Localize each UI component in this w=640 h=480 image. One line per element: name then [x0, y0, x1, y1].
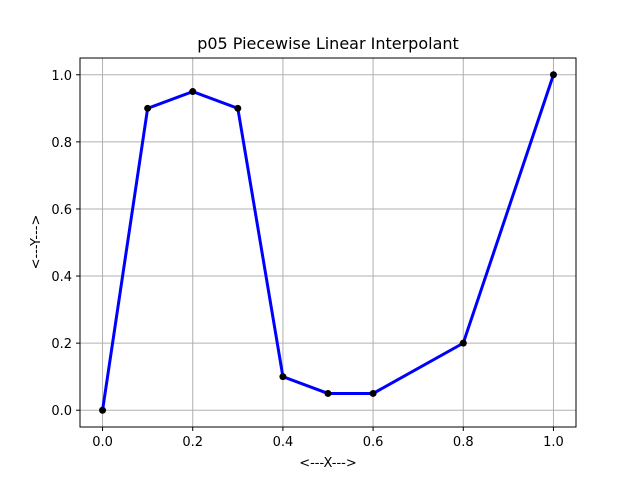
data-point	[279, 373, 287, 381]
data-point	[189, 88, 197, 96]
y-axis-label: <---Y--->	[29, 215, 44, 270]
x-tick-label: 0.0	[92, 435, 113, 450]
data-point	[459, 339, 467, 347]
x-tick-label: 0.6	[363, 435, 384, 450]
y-tick-label: 0.0	[51, 404, 72, 419]
grid	[80, 58, 576, 427]
x-tick-label: 0.4	[273, 435, 294, 450]
x-axis-label: <---X--->	[299, 456, 357, 471]
y-tick-label: 1.0	[51, 69, 72, 84]
data-point	[144, 104, 152, 112]
data-point	[99, 406, 107, 414]
data-point	[324, 389, 332, 397]
x-tick-label: 1.0	[543, 435, 564, 450]
y-tick-label: 0.2	[51, 337, 72, 352]
ticks: 0.0 0.2 0.4 0.6 0.8 1.0 0.0 0.2 0.4 0.6 0.8 1.0	[51, 69, 563, 450]
series-layer	[99, 71, 557, 414]
y-tick-label: 0.8	[51, 136, 72, 151]
x-tick-label: 0.2	[182, 435, 203, 450]
data-point	[234, 104, 242, 112]
chart-title: p05 Piecewise Linear Interpolant	[197, 34, 459, 53]
x-tick-label: 0.8	[453, 435, 474, 450]
data-point	[369, 389, 377, 397]
data-point	[549, 71, 557, 79]
y-tick-label: 0.4	[51, 270, 72, 285]
plot-frame	[79, 57, 577, 428]
y-tick-label: 0.6	[51, 203, 72, 218]
